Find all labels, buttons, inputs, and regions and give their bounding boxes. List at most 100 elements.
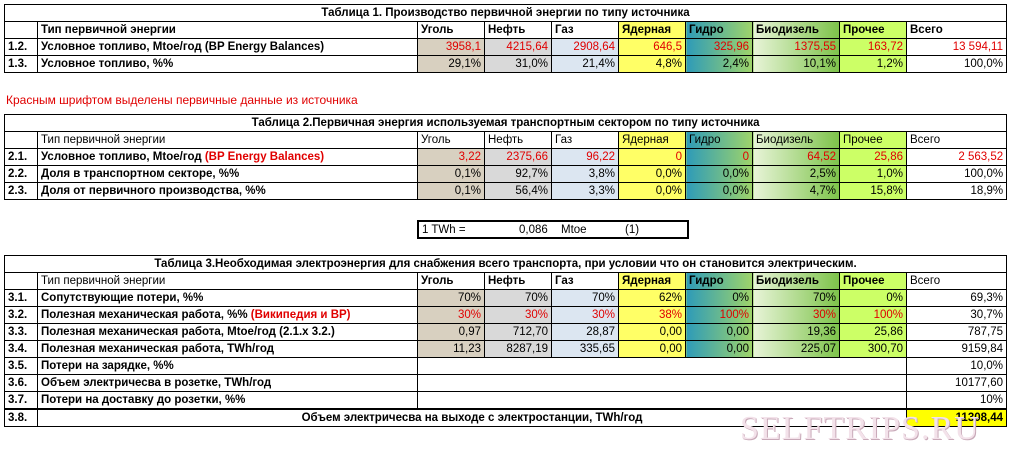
row-label: Доля от первичного производства, %% (37, 182, 418, 200)
table-row-final: 3.8. Объем электричесва на выходе с элек… (4, 408, 1008, 427)
row-index: 1.2. (4, 38, 38, 56)
header-hydro: Гидро (685, 21, 753, 39)
cell-other: 25,86 (839, 148, 907, 166)
row-index: 2.1. (4, 148, 38, 166)
header-oil: Нефть (484, 272, 552, 290)
cell-total: 69,3% (905, 289, 1008, 307)
cell-total: 10,0% (905, 357, 1008, 375)
conversion-value: 0,086 (519, 224, 548, 236)
row-label: Полезная механическая работа, TWh/год (37, 340, 418, 358)
cell-coal: 70% (417, 289, 485, 307)
header-total: Всего (905, 131, 1008, 149)
table-row: 3.5. Потери на зарядке, %% 10,0% (4, 357, 1008, 375)
row-index: 3.4. (4, 340, 38, 358)
row-source-note: (BP Energy Balances) (204, 151, 325, 163)
table-row: 3.2. Полезная механическая работа, %% (В… (4, 306, 1008, 324)
header-nuclear: Ядерная (618, 272, 686, 290)
cell-coal: 0,1% (417, 182, 485, 200)
table-row: 2.3. Доля от первичного производства, %%… (4, 182, 1008, 200)
header-gas: Газ (551, 131, 619, 149)
cell-nuclear: 0,00 (618, 323, 686, 341)
row-index: 3.2. (4, 306, 38, 324)
cell-total: 30,7% (905, 306, 1008, 324)
cell-biodiesel: 225,07 (752, 340, 840, 358)
conversion-ref: (1) (625, 224, 640, 236)
cell-hydro: 0,00 (685, 323, 753, 341)
cell-other: 15,8% (839, 182, 907, 200)
row-label: Потери на доставку до розетки, %% (37, 391, 418, 410)
cell-hydro: 325,96 (685, 38, 753, 56)
cell-gas: 21,4% (551, 55, 619, 73)
conversion-left: 1 TWh = (422, 224, 466, 236)
header-coal: Уголь (417, 272, 485, 290)
cell-nuclear: 4,8% (618, 55, 686, 73)
header-type: Тип первичной энергии (37, 131, 418, 149)
row-label: Потери на зарядке, %% (37, 357, 418, 375)
cell-other: 300,70 (839, 340, 907, 358)
header-gas: Газ (551, 272, 619, 290)
cell-oil: 31,0% (484, 55, 552, 73)
cell-hydro: 0,00 (685, 340, 753, 358)
table-2-transport-energy: Таблица 2.Первичная энергия используемая… (3, 114, 1008, 200)
cell-gas: 96,22 (551, 148, 619, 166)
cell-other: 25,86 (839, 323, 907, 341)
cell-oil: 70% (484, 289, 552, 307)
cell-other: 163,72 (839, 38, 907, 56)
cell-gas: 30% (551, 306, 619, 324)
row-index: 3.6. (4, 374, 38, 392)
conversion-box: 1 TWh = 0,086 Mtoe (1) (417, 220, 689, 239)
watermark-logo: SELFTRIPS.RU (740, 410, 980, 447)
table-row: 3.7. Потери на доставку до розетки, %% 1… (4, 391, 1008, 410)
row-label: Условное топливо, %% (37, 55, 418, 73)
cell-nuclear: 0,0% (618, 165, 686, 183)
row-label: Условное топливо, Mtoe/год (BP Energy Ba… (37, 38, 418, 56)
cell-hydro: 0,0% (685, 165, 753, 183)
cell-oil: 92,7% (484, 165, 552, 183)
cell-total: 18,9% (905, 182, 1008, 200)
header-oil: Нефть (484, 21, 552, 39)
cell-coal: 29,1% (417, 55, 485, 73)
cell-total: 2 563,52 (905, 148, 1008, 166)
row-label: Полезная механическая работа, Mtoe/год (… (37, 323, 418, 341)
cell-oil: 30% (484, 306, 552, 324)
cell-total: 9159,84 (905, 340, 1008, 358)
conversion-unit: Mtoe (561, 224, 587, 236)
cell-nuclear: 62% (618, 289, 686, 307)
cell-biodiesel: 1375,55 (752, 38, 840, 56)
header-other: Прочее (839, 21, 907, 39)
table-row: 3.1. Сопутствующие потери, %% 70% 70% 70… (4, 289, 1008, 307)
header-coal: Уголь (417, 131, 485, 149)
table-row: 2.1. Условное топливо, Mtoe/год (BP Ener… (4, 148, 1008, 166)
cell-gas: 3,8% (551, 165, 619, 183)
header-nuclear: Ядерная (618, 21, 686, 39)
header-coal: Уголь (417, 21, 485, 39)
cell-total: 787,75 (905, 323, 1008, 341)
row-index: 3.3. (4, 323, 38, 341)
cell-coal: 30% (417, 306, 485, 324)
cell-nuclear: 0,00 (618, 340, 686, 358)
cell-total-final: 11308,44 (905, 408, 1008, 427)
cell-gas: 335,65 (551, 340, 619, 358)
table-row: 1.2. Условное топливо, Mtoe/год (BP Ener… (4, 38, 1007, 56)
cell-oil: 4215,64 (484, 38, 552, 56)
cell-other: 100% (839, 306, 907, 324)
table-3-title: Таблица 3.Необходимая электроэнергия для… (3, 255, 1008, 273)
cell-nuclear: 0 (618, 148, 686, 166)
row-index: 2.3. (4, 182, 38, 200)
header-type: Тип первичной энергии (37, 21, 418, 39)
cell-biodiesel: 2,5% (752, 165, 840, 183)
cell-other: 1,0% (839, 165, 907, 183)
header-biodiesel: Биодизель (752, 21, 840, 39)
row-index: 3.7. (4, 391, 38, 410)
cell-total: 100,0% (905, 165, 1008, 183)
header-hydro: Гидро (685, 272, 753, 290)
header-total: Всего (905, 272, 1008, 290)
row-label: Полезная механическая работа, %% (41, 309, 251, 321)
row-label: Доля в транспортном секторе, %% (37, 165, 418, 183)
header-oil: Нефть (484, 131, 552, 149)
cell-nuclear: 0,0% (618, 182, 686, 200)
cell-coal: 0,1% (417, 165, 485, 183)
cell-gas: 70% (551, 289, 619, 307)
header-biodiesel: Биодизель (752, 131, 840, 149)
row-label: Объем электричесва в розетке, TWh/год (37, 374, 418, 392)
